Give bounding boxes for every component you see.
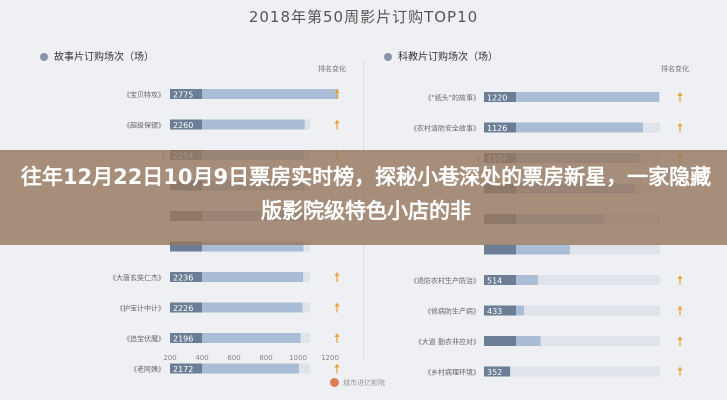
x-tick-label: 600	[227, 354, 240, 362]
bar	[516, 275, 538, 285]
category-label: 《大唐玄奘仁杰》	[109, 273, 165, 282]
bar	[516, 244, 570, 255]
bar-value-box	[170, 241, 202, 252]
category-label: 《护宝计中计》	[116, 304, 165, 313]
bar	[516, 336, 541, 346]
bar	[202, 89, 339, 99]
bar-value-box	[170, 272, 202, 282]
left-rank-header: 排名变化	[318, 65, 346, 73]
x-tick-label: 800	[259, 354, 272, 362]
bar-value-label: 1126	[487, 124, 507, 133]
rank-up-arrowhead	[334, 89, 340, 93]
bar	[516, 305, 524, 316]
page-title: 2018年第50周影片订购TOP10	[248, 8, 479, 26]
bar-value-label: 352	[487, 368, 502, 377]
rank-up-arrowhead	[677, 92, 683, 96]
bar-value-box	[170, 333, 202, 343]
bar-value-box	[484, 122, 516, 133]
bar-value-box	[170, 89, 202, 99]
x-tick-label: 1000	[289, 354, 307, 362]
bar-value-box	[484, 305, 516, 316]
rank-up-arrowhead	[334, 302, 340, 307]
bar-value-box	[170, 363, 202, 374]
x-tick-label: 200	[163, 354, 176, 362]
rank-up-arrowhead	[677, 122, 683, 127]
bar	[202, 272, 304, 282]
bar	[202, 333, 301, 343]
bar-track	[484, 366, 660, 377]
category-label: 《修病防生产病》	[424, 307, 480, 316]
category-label: 《退防农村生产防治》	[410, 276, 480, 285]
left-chart-title: 故事片订购场次（场）	[40, 48, 154, 63]
bar-value-label: 1220	[487, 94, 507, 103]
bar	[202, 241, 304, 252]
bar	[202, 119, 305, 130]
bar-value-label: 433	[487, 307, 502, 316]
bar-value-box	[484, 336, 516, 346]
banner-headline: 往年12月22日10月9日票房实时榜，探秘小巷深处的票房新星，一家隐藏版影院级特…	[20, 165, 712, 223]
bar	[202, 363, 299, 374]
rank-up-arrowhead	[334, 119, 340, 124]
x-tick-label: 400	[195, 354, 208, 362]
bar-value-box	[170, 119, 202, 130]
bar	[516, 122, 643, 133]
logo-icon	[330, 378, 339, 387]
rank-up-arrowhead	[334, 333, 340, 337]
left-chart-title-text: 故事片订购场次（场）	[54, 52, 154, 63]
bar	[202, 302, 303, 313]
bar-value-box	[484, 244, 516, 255]
bar-value-label: 2196	[173, 335, 193, 344]
rank-up-arrowhead	[334, 272, 340, 276]
category-label: 《老阿姨》	[130, 365, 165, 374]
watermark-text: 城市进亿影院	[343, 379, 385, 387]
bar-value-box	[484, 275, 516, 285]
category-label: 《大道 勤农非应对》	[415, 337, 480, 346]
banner-overlay	[0, 150, 727, 245]
category-label: 《超级保镖》	[123, 121, 165, 130]
right-chart-title-text: 科教片订购场次（场）	[398, 52, 498, 63]
x-tick-label: 1200	[321, 354, 339, 362]
bar	[516, 92, 660, 102]
rank-up-arrowhead	[677, 275, 683, 279]
bar-track	[484, 244, 660, 255]
bar-value-box	[170, 302, 202, 313]
bullet-icon	[384, 53, 392, 61]
bar-value-label: 2226	[173, 304, 193, 313]
rank-up-arrowhead	[677, 336, 683, 340]
bar-value-box	[484, 92, 516, 102]
rank-up-arrowhead	[677, 305, 683, 310]
category-label: 《追宝伏魔》	[123, 334, 165, 343]
right-chart-title: 科教片订购场次（场）	[384, 48, 498, 63]
bullet-icon	[40, 53, 48, 61]
category-label: 《农村清防安全故事》	[410, 124, 480, 133]
rank-up-arrowhead	[334, 363, 340, 368]
bar-value-label: 2236	[173, 274, 193, 283]
bar-track	[484, 305, 660, 316]
category-label: 《"纸头"的故事》	[425, 93, 480, 102]
rank-up-arrowhead	[677, 366, 683, 371]
category-label: 《乡村病理环境》	[424, 368, 480, 377]
bar-value-label: 514	[487, 277, 502, 286]
category-label: 《宝贝特攻》	[123, 90, 165, 99]
bar-track	[484, 336, 660, 346]
watermark: 城市进亿影院	[330, 378, 385, 388]
bar-value-label: 2260	[173, 121, 193, 130]
bar-value-box	[484, 366, 511, 377]
bar-value-label: 2172	[173, 365, 193, 374]
right-rank-header: 排名变化	[661, 65, 689, 73]
bar-value-label: 2775	[173, 91, 193, 100]
bar-track	[484, 275, 660, 285]
